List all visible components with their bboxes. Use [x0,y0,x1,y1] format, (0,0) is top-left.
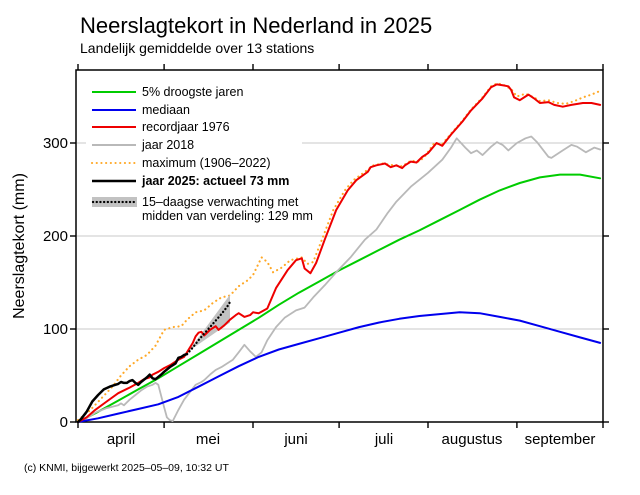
series-verwachting [185,300,232,356]
legend-label-droogste5: 5% droogste jaren [142,85,244,99]
legend-label-jaar2025: jaar 2025: actueel 73 mm [141,174,289,188]
plot-frame [75,69,604,423]
legend-label-mediaan: mediaan [142,103,190,117]
x-month-labels: april mei juni juli augustus september [107,431,596,448]
legend-label-maximum: maximum (1906–2022) [142,156,271,170]
x-label-september: september [525,431,596,448]
series-jaar2018 [77,135,601,423]
y-tick-100: 100 [43,321,68,338]
x-label-april: april [107,431,135,448]
legend: 5% droogste jaren mediaan recordjaar 197… [90,85,313,223]
y-tick-0: 0 [60,414,68,431]
x-label-mei: mei [196,431,220,448]
y-tick-labels: 0 100 200 300 [43,135,68,431]
legend-label-forecast-line1: 15–daagse verwachting met [142,195,299,209]
legend-label-forecast-line2: midden van verdeling: 129 mm [142,209,313,223]
legend-label-jaar2018: jaar 2018 [141,138,194,152]
y-axis-title: Neerslagtekort (mm) [11,173,28,319]
x-label-augustus: augustus [442,431,503,448]
chart-subtitle: Landelijk gemiddelde over 13 stations [80,40,314,56]
series-mediaan [77,311,602,423]
legend-label-record1976: recordjaar 1976 [142,120,230,134]
x-label-juli: juli [374,431,393,448]
forecast-uncertainty-band [188,294,230,352]
series-maximum [76,82,602,422]
axis-ticks [70,64,609,428]
y-tick-200: 200 [43,228,68,245]
copyright-credit: (c) KNMI, bijgewerkt 2025–05–09, 10:32 U… [24,462,229,474]
series-jaar2025 [76,352,189,424]
y-tick-300: 300 [43,135,68,152]
chart-title: Neerslagtekort in Nederland in 2025 [80,13,432,38]
x-label-juni: juni [283,431,307,448]
series-layer [76,82,602,424]
